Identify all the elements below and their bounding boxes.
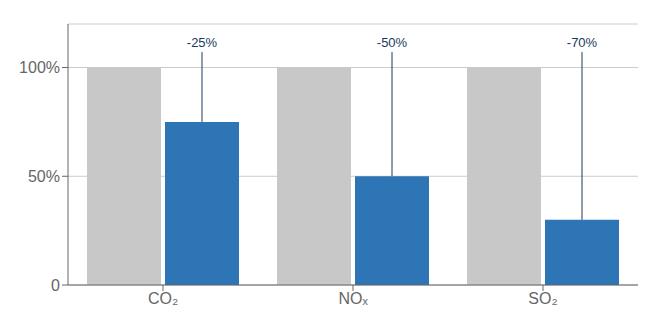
- svg-text:-50%: -50%: [377, 35, 408, 50]
- svg-text:NOₓ: NOₓ: [338, 290, 368, 307]
- svg-text:0: 0: [51, 277, 60, 294]
- svg-text:100%: 100%: [19, 59, 60, 76]
- svg-text:CO₂: CO₂: [148, 290, 178, 307]
- svg-text:-70%: -70%: [567, 35, 598, 50]
- svg-text:SO₂: SO₂: [528, 290, 557, 307]
- svg-text:-25%: -25%: [187, 35, 218, 50]
- svg-text:50%: 50%: [28, 168, 60, 185]
